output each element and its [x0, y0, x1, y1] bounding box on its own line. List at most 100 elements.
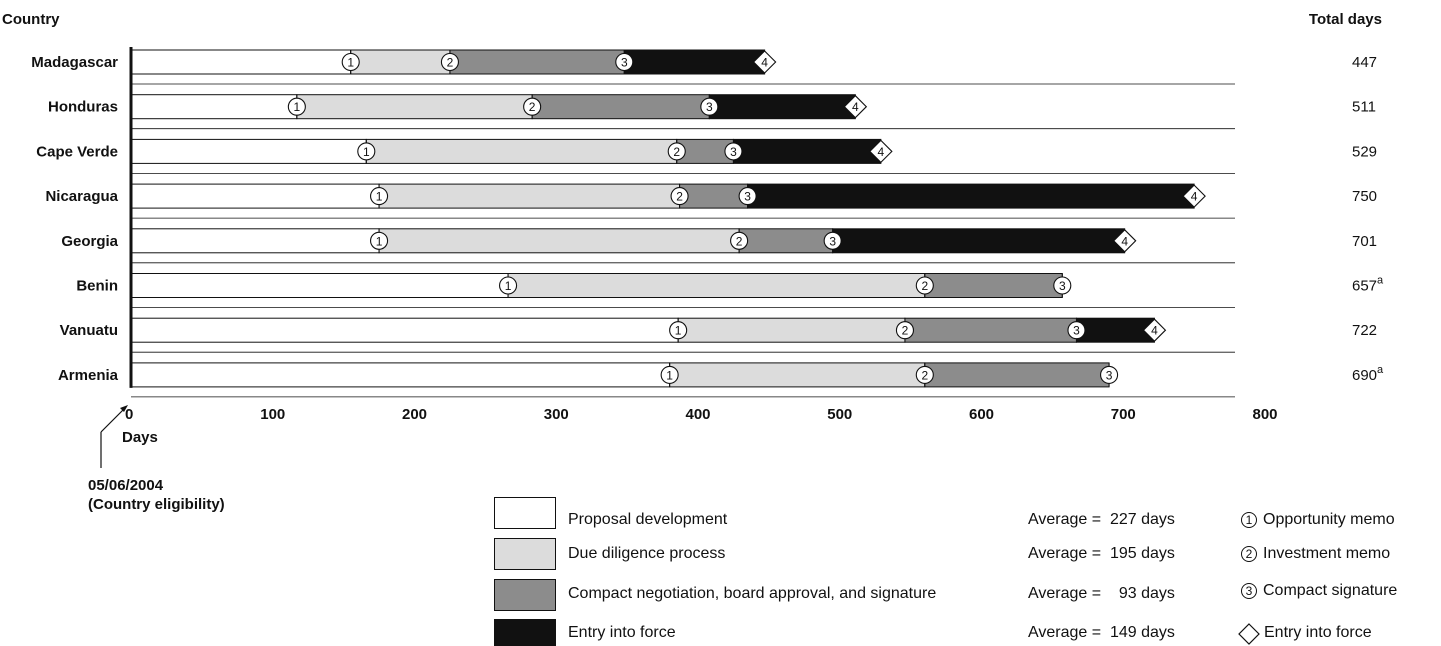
footnote-mark: a — [1377, 364, 1384, 376]
start-note-label: (Country eligibility) — [88, 496, 225, 513]
footnote-mark: a — [1377, 275, 1384, 287]
milestone-marker-1: 1 — [370, 184, 389, 209]
country-label: Cape Verde — [36, 143, 118, 160]
milestone-marker-1: 1 — [499, 273, 518, 298]
bar-segment-2 — [677, 317, 906, 343]
svg-text:3: 3 — [1106, 368, 1113, 382]
start-note-date: 05/06/2004 — [88, 477, 164, 494]
svg-text:4: 4 — [852, 100, 859, 114]
x-tick-label: 100 — [260, 406, 285, 423]
svg-text:3: 3 — [744, 190, 751, 204]
milestone-marker-2: 2 — [895, 318, 915, 343]
milestone-marker-2: 2 — [440, 50, 459, 74]
milestone-marker-4: 4 — [843, 94, 868, 119]
row-benin: Benin 1 2 3 657a — [76, 273, 1384, 308]
svg-text:4: 4 — [1121, 234, 1128, 248]
total-days-value: 690a — [1352, 364, 1384, 384]
row-madagascar: Madagascar 1 2 3 4 447 — [31, 49, 1377, 85]
x-tick-label: 300 — [544, 406, 569, 423]
svg-text:1: 1 — [505, 279, 512, 293]
bar-segment-1 — [130, 94, 298, 120]
row-georgia: Georgia 1 2 3 4 701 — [61, 228, 1377, 264]
svg-text:1: 1 — [666, 368, 673, 382]
milestone-marker-4: 4 — [1182, 184, 1206, 208]
bar-segment-2 — [296, 94, 533, 120]
milestone-marker-1: 1 — [370, 228, 389, 253]
row-vanuatu: Vanuatu 1 2 3 4 722 — [60, 317, 1377, 353]
svg-text:3: 3 — [1073, 324, 1080, 338]
svg-text:2: 2 — [921, 368, 928, 382]
svg-text:2: 2 — [736, 234, 743, 248]
total-days-value: 701 — [1352, 233, 1377, 250]
svg-text:2: 2 — [529, 100, 536, 114]
row-armenia: Armenia 1 2 3 690a — [58, 362, 1384, 398]
start-arrow — [100, 405, 128, 468]
bar-segment-4 — [708, 94, 856, 120]
bar-segment-4 — [623, 49, 766, 75]
bar-segment-2 — [378, 228, 740, 254]
bar-segment-4 — [747, 183, 1195, 209]
row-honduras: Honduras 1 2 3 4 511 — [48, 94, 1376, 130]
country-label: Armenia — [58, 367, 119, 384]
milestone-marker-1: 1 — [357, 139, 376, 164]
svg-text:3: 3 — [829, 234, 836, 248]
x-tick-label: 500 — [827, 406, 852, 423]
svg-text:2: 2 — [447, 56, 454, 70]
bar-segment-2 — [507, 273, 926, 298]
svg-text:4: 4 — [761, 56, 768, 70]
x-tick-label: 200 — [402, 406, 427, 423]
milestone-marker-3: 3 — [1053, 273, 1072, 298]
bar-segment-2 — [365, 138, 678, 164]
bar-segment-1 — [130, 317, 679, 343]
bar-segment-3 — [531, 94, 710, 120]
svg-text:1: 1 — [376, 234, 383, 248]
bar-segment-3 — [738, 228, 834, 254]
svg-text:2: 2 — [902, 324, 909, 338]
milestone-marker-3: 3 — [615, 50, 634, 74]
bar-segment-1 — [130, 138, 367, 164]
country-label: Madagascar — [31, 54, 118, 71]
svg-text:4: 4 — [1191, 190, 1198, 204]
country-label: Nicaragua — [45, 188, 118, 205]
milestone-marker-3: 3 — [700, 94, 719, 119]
svg-text:3: 3 — [706, 100, 713, 114]
x-tick-label: 700 — [1111, 406, 1136, 423]
bar-segment-3 — [904, 317, 1077, 343]
y-header: Country — [2, 11, 60, 28]
country-label: Benin — [76, 278, 118, 295]
x-tick-label: 400 — [685, 406, 710, 423]
milestone-marker-2: 2 — [915, 273, 934, 298]
x-tick-label: 800 — [1252, 406, 1277, 423]
milestone-marker-3: 3 — [1067, 318, 1086, 343]
svg-text:4: 4 — [1151, 324, 1158, 338]
svg-text:1: 1 — [347, 56, 354, 70]
svg-text:3: 3 — [730, 145, 737, 159]
milestone-marker-2: 2 — [670, 184, 689, 209]
bar-segment-2 — [378, 183, 681, 209]
svg-text:1: 1 — [363, 145, 370, 159]
milestone-marker-3: 3 — [1100, 362, 1119, 387]
milestone-marker-3: 3 — [738, 184, 757, 209]
bar-segment-3 — [449, 49, 625, 75]
x-axis-label: Days — [122, 429, 158, 446]
svg-text:4: 4 — [878, 145, 885, 159]
bar-segment-2 — [350, 49, 451, 75]
bar-segment-2 — [669, 362, 926, 388]
svg-text:1: 1 — [675, 324, 682, 338]
svg-text:2: 2 — [673, 145, 680, 159]
bar-segment-4 — [832, 228, 1126, 254]
total-days-value: 511 — [1352, 99, 1376, 116]
svg-text:2: 2 — [676, 190, 683, 204]
bar-segment-1 — [130, 362, 671, 388]
milestone-marker-2: 2 — [915, 362, 934, 387]
svg-text:1: 1 — [294, 100, 301, 114]
country-label: Honduras — [48, 99, 118, 116]
bar-segment-3 — [679, 183, 749, 209]
total-header: Total days — [1309, 11, 1382, 28]
milestone-marker-3: 3 — [823, 228, 842, 253]
milestone-marker-1: 1 — [660, 362, 679, 387]
bar-segment-4 — [1075, 317, 1155, 343]
x-tick-label: 600 — [969, 406, 994, 423]
milestone-marker-2: 2 — [730, 228, 749, 253]
milestone-marker-1: 1 — [287, 94, 306, 119]
